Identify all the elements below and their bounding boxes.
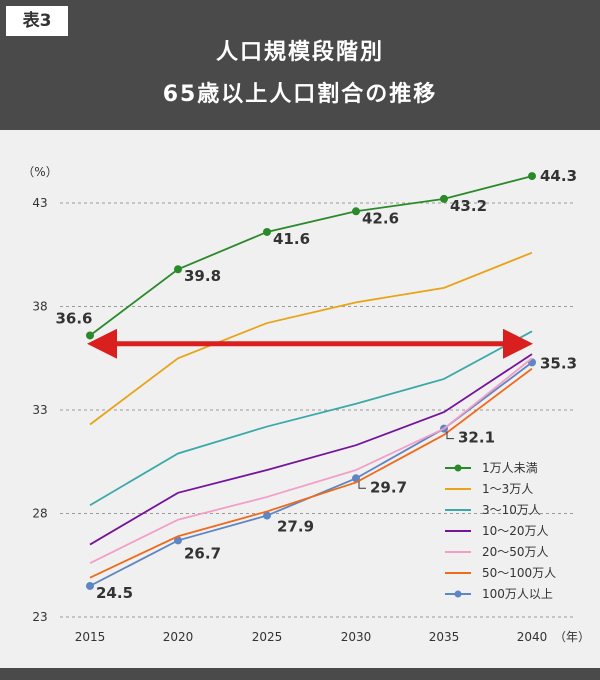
x-tick-label: 2025	[252, 630, 283, 644]
x-tick-label: 2020	[163, 630, 194, 644]
series-line-1万人未満	[89, 175, 533, 337]
y-axis-unit: （%）	[22, 165, 57, 179]
data-point	[86, 331, 94, 340]
y-tick-label: 38	[32, 300, 47, 314]
series-line-3～10万人	[89, 330, 533, 506]
series-line-1～3万人	[89, 251, 533, 426]
line-chart: 23 28 33 38 43 （%） 2015 2020 2025 2030 2035 2040 （年）…	[22, 165, 590, 644]
data-point	[528, 172, 536, 181]
footer-band	[0, 668, 600, 680]
data-point	[352, 474, 360, 483]
data-label: 26.7	[184, 544, 221, 562]
series-line-10～20万人	[89, 353, 533, 546]
legend-label: 1～3万人	[482, 482, 533, 496]
label-leader	[358, 481, 366, 489]
legend-label: 3～10万人	[482, 503, 541, 517]
data-point	[352, 207, 360, 216]
data-label: 44.3	[540, 167, 577, 185]
y-tick-label: 43	[32, 196, 47, 210]
x-tick-label: 2040	[517, 630, 548, 644]
data-label: 32.1	[458, 429, 495, 447]
x-axis-unit: （年）	[554, 630, 590, 644]
legend-label: 1万人未満	[482, 461, 538, 475]
data-label: 42.6	[362, 209, 399, 227]
legend-marker	[454, 464, 462, 472]
data-label: 43.2	[450, 197, 487, 215]
legend-label: 100万人以上	[482, 587, 553, 601]
y-tick-label: 23	[32, 610, 47, 624]
series-line-50～100万人	[89, 367, 533, 579]
legend-label: 20～50万人	[482, 545, 549, 559]
data-point	[174, 536, 182, 545]
table-number-badge: 表3	[6, 6, 68, 36]
label-leader	[446, 431, 454, 440]
legend-label: 10～20万人	[482, 524, 549, 538]
data-point	[263, 511, 271, 520]
data-label: 35.3	[540, 354, 577, 372]
legend-marker	[454, 590, 462, 598]
data-label: 27.9	[277, 518, 314, 536]
data-label: 41.6	[273, 230, 310, 248]
data-label: 39.8	[184, 267, 221, 285]
data-point	[174, 265, 182, 274]
x-tick-label: 2030	[341, 630, 372, 644]
chart-title-line1: 人口規模段階別	[215, 40, 384, 65]
data-point	[86, 581, 94, 590]
data-point	[440, 194, 448, 203]
data-label: 36.6	[55, 309, 92, 327]
y-tick-label: 28	[32, 507, 47, 521]
data-label: 24.5	[96, 584, 133, 602]
y-tick-label: 33	[32, 403, 47, 417]
x-tick-label: 2035	[429, 630, 460, 644]
chart-title-line2: 65歳以上人口割合の推移	[162, 82, 438, 107]
data-point	[263, 227, 271, 236]
header-band: 表3 人口規模段階別 65歳以上人口割合の推移	[0, 0, 600, 130]
x-tick-label: 2015	[75, 630, 106, 644]
data-label: 29.7	[370, 478, 407, 496]
series-line-20～50万人	[89, 357, 533, 564]
legend-label: 50～100万人	[482, 566, 556, 580]
